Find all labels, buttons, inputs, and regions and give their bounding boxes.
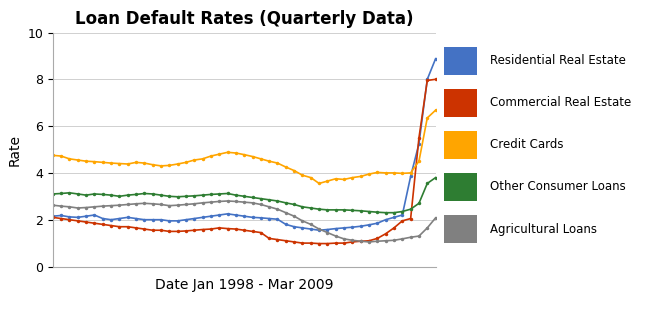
FancyBboxPatch shape — [444, 173, 477, 201]
Text: Commercial Real Estate: Commercial Real Estate — [490, 96, 632, 109]
Title: Loan Default Rates (Quarterly Data): Loan Default Rates (Quarterly Data) — [75, 10, 413, 28]
FancyBboxPatch shape — [444, 215, 477, 243]
Text: Agricultural Loans: Agricultural Loans — [490, 223, 597, 236]
Text: Residential Real Estate: Residential Real Estate — [490, 54, 626, 67]
X-axis label: Date Jan 1998 - Mar 2009: Date Jan 1998 - Mar 2009 — [155, 278, 333, 292]
Y-axis label: Rate: Rate — [8, 134, 22, 165]
FancyBboxPatch shape — [444, 131, 477, 159]
Text: Other Consumer Loans: Other Consumer Loans — [490, 180, 626, 193]
FancyBboxPatch shape — [444, 46, 477, 75]
FancyBboxPatch shape — [444, 89, 477, 117]
Text: Credit Cards: Credit Cards — [490, 138, 564, 151]
